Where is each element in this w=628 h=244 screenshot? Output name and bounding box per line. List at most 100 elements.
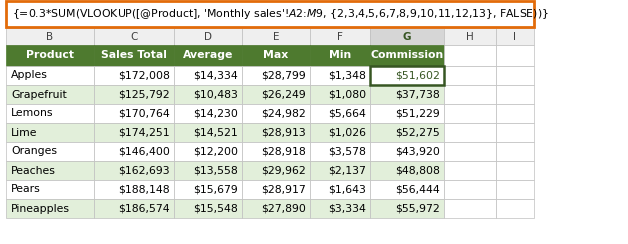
Bar xyxy=(370,199,444,218)
Text: Apples: Apples xyxy=(11,71,48,81)
Text: Peaches: Peaches xyxy=(11,165,56,175)
Bar xyxy=(94,85,174,104)
Text: $186,574: $186,574 xyxy=(118,203,170,214)
Bar xyxy=(94,199,174,218)
Bar xyxy=(94,104,174,123)
Text: $2,137: $2,137 xyxy=(328,165,366,175)
Bar xyxy=(496,45,534,66)
Text: $1,348: $1,348 xyxy=(328,71,366,81)
Bar xyxy=(174,45,242,66)
Bar xyxy=(174,85,242,104)
Bar xyxy=(370,104,444,123)
Text: Lime: Lime xyxy=(11,128,38,138)
Text: I: I xyxy=(514,31,516,41)
Text: $37,738: $37,738 xyxy=(395,90,440,100)
Bar xyxy=(242,142,310,161)
Bar xyxy=(370,180,444,199)
Bar xyxy=(94,28,174,45)
Text: $28,917: $28,917 xyxy=(261,184,306,194)
Bar xyxy=(496,180,534,199)
Text: $43,920: $43,920 xyxy=(395,146,440,156)
Bar xyxy=(94,123,174,142)
Bar xyxy=(444,161,496,180)
Text: F: F xyxy=(337,31,343,41)
Bar xyxy=(242,45,310,66)
Text: Lemons: Lemons xyxy=(11,109,53,119)
Text: $13,558: $13,558 xyxy=(193,165,238,175)
Text: B: B xyxy=(46,31,53,41)
Bar xyxy=(496,123,534,142)
Bar xyxy=(174,180,242,199)
Bar xyxy=(6,104,94,123)
Text: $10,483: $10,483 xyxy=(193,90,238,100)
Text: $29,962: $29,962 xyxy=(261,165,306,175)
Text: Commission: Commission xyxy=(371,51,443,61)
Bar xyxy=(94,161,174,180)
Bar xyxy=(310,180,370,199)
Text: $55,972: $55,972 xyxy=(395,203,440,214)
Text: Average: Average xyxy=(183,51,233,61)
Bar xyxy=(496,104,534,123)
Text: Sales Total: Sales Total xyxy=(101,51,167,61)
Bar xyxy=(444,66,496,85)
Text: D: D xyxy=(204,31,212,41)
Bar xyxy=(242,180,310,199)
Bar xyxy=(174,123,242,142)
Bar xyxy=(242,85,310,104)
Text: {=0.3*SUM(VLOOKUP([@Product], 'Monthly sales'!$A$2:$M$9, {2,3,4,5,6,7,8,9,10,11,: {=0.3*SUM(VLOOKUP([@Product], 'Monthly s… xyxy=(12,7,549,21)
Bar xyxy=(6,66,94,85)
Bar xyxy=(6,180,94,199)
Text: Pineapples: Pineapples xyxy=(11,203,70,214)
Bar xyxy=(444,123,496,142)
Bar xyxy=(94,142,174,161)
Bar xyxy=(496,199,534,218)
Text: $3,578: $3,578 xyxy=(328,146,366,156)
Text: $52,275: $52,275 xyxy=(395,128,440,138)
Text: H: H xyxy=(466,31,474,41)
Text: $27,890: $27,890 xyxy=(261,203,306,214)
Bar xyxy=(444,45,496,66)
Text: $14,334: $14,334 xyxy=(193,71,238,81)
Bar xyxy=(6,123,94,142)
Bar xyxy=(310,45,370,66)
Text: G: G xyxy=(403,31,411,41)
Text: $5,664: $5,664 xyxy=(328,109,366,119)
Text: $26,249: $26,249 xyxy=(261,90,306,100)
Bar xyxy=(6,1,534,27)
Bar xyxy=(242,104,310,123)
Text: $15,679: $15,679 xyxy=(193,184,238,194)
Bar xyxy=(444,28,496,45)
Bar xyxy=(310,104,370,123)
Text: $170,764: $170,764 xyxy=(118,109,170,119)
Bar xyxy=(310,66,370,85)
Text: Pears: Pears xyxy=(11,184,41,194)
Bar xyxy=(370,123,444,142)
Bar xyxy=(370,142,444,161)
Bar xyxy=(6,85,94,104)
Text: $28,799: $28,799 xyxy=(261,71,306,81)
Text: $162,693: $162,693 xyxy=(118,165,170,175)
Bar xyxy=(496,142,534,161)
Text: C: C xyxy=(131,31,138,41)
Bar xyxy=(310,142,370,161)
Bar xyxy=(444,85,496,104)
Text: $1,643: $1,643 xyxy=(328,184,366,194)
Bar xyxy=(174,161,242,180)
Bar xyxy=(310,199,370,218)
Text: $3,334: $3,334 xyxy=(328,203,366,214)
Bar xyxy=(174,199,242,218)
Bar xyxy=(6,161,94,180)
Bar xyxy=(444,199,496,218)
Bar xyxy=(6,142,94,161)
Bar xyxy=(242,161,310,180)
Bar xyxy=(370,28,444,45)
Bar xyxy=(6,199,94,218)
Text: $146,400: $146,400 xyxy=(118,146,170,156)
Bar xyxy=(174,142,242,161)
Text: Product: Product xyxy=(26,51,74,61)
Text: $28,913: $28,913 xyxy=(261,128,306,138)
Text: E: E xyxy=(273,31,279,41)
Bar xyxy=(174,28,242,45)
Bar xyxy=(496,85,534,104)
Text: $14,521: $14,521 xyxy=(193,128,238,138)
